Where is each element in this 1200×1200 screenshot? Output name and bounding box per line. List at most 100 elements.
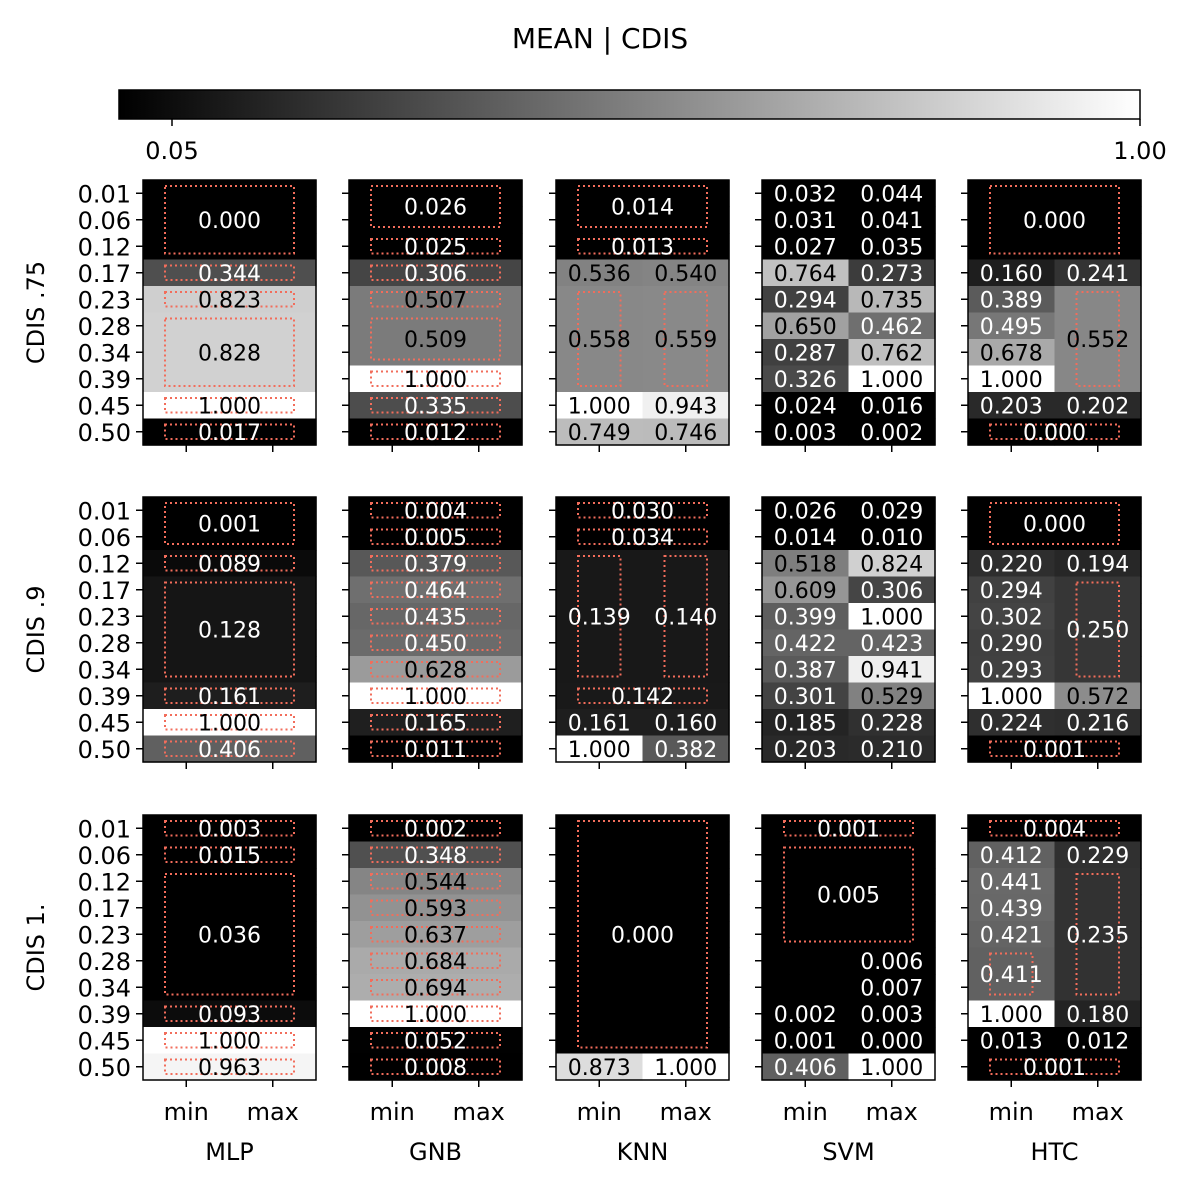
heatmap-cell xyxy=(229,180,317,208)
cell-label: 0.540 xyxy=(654,262,717,287)
heatmap-cell xyxy=(229,550,317,578)
panel-frame xyxy=(967,179,1142,446)
y-tick-label: 0.12 xyxy=(78,550,131,578)
heatmap-cell xyxy=(143,233,231,261)
heatmap-cell xyxy=(642,1027,730,1055)
y-tick-label: 0.34 xyxy=(78,974,131,1002)
cell-label: 0.089 xyxy=(198,552,261,577)
cell-label: 0.873 xyxy=(568,1056,631,1081)
cell-label: 0.002 xyxy=(774,1003,837,1028)
heatmap-cell xyxy=(556,735,644,763)
heatmap-cell xyxy=(642,709,730,737)
cell-label: 0.229 xyxy=(1066,844,1129,869)
heatmap-cell xyxy=(229,894,317,922)
cell-label: 0.128 xyxy=(198,619,261,644)
panel-frame xyxy=(555,496,730,763)
heatmap-cell xyxy=(642,497,730,525)
y-tick-label: 0.28 xyxy=(78,313,131,341)
cell-label: 1.000 xyxy=(980,685,1043,710)
heatmap-cell xyxy=(762,497,850,525)
cell-label: 0.139 xyxy=(568,605,631,630)
group-box xyxy=(370,979,501,996)
heatmap-cell xyxy=(848,735,936,763)
heatmap-cell xyxy=(1054,259,1142,287)
cell-label: 0.014 xyxy=(611,196,674,221)
heatmap-cell xyxy=(848,815,936,843)
panel-frame xyxy=(967,814,1142,1081)
heatmap-cell xyxy=(642,180,730,208)
cell-label: 1.000 xyxy=(404,685,467,710)
y-tick-label: 0.17 xyxy=(78,577,131,605)
heatmap-cell xyxy=(848,392,936,420)
heatmap-cell xyxy=(848,974,936,1002)
cell-label: 0.015 xyxy=(198,844,261,869)
heatmap-cell xyxy=(848,921,936,949)
cell-label: 0.495 xyxy=(980,315,1043,340)
group-box xyxy=(577,555,622,678)
heatmap-cell xyxy=(435,339,523,367)
colorbar xyxy=(118,89,1141,120)
cell-label: 0.000 xyxy=(1023,421,1086,446)
heatmap-cell xyxy=(229,418,317,446)
heatmap-cell xyxy=(229,709,317,737)
group-box xyxy=(783,846,914,943)
cell-label: 0.290 xyxy=(980,632,1043,657)
heatmap-cell xyxy=(349,1027,437,1055)
heatmap-cell xyxy=(435,656,523,684)
heatmap-cell xyxy=(1054,286,1142,314)
heatmap-cell xyxy=(435,497,523,525)
group-box xyxy=(164,1058,295,1075)
heatmap-cell xyxy=(349,629,437,657)
heatmap-cell xyxy=(968,312,1056,340)
heatmap-cell xyxy=(229,735,317,763)
heatmap-cell xyxy=(762,418,850,446)
heatmap-cell xyxy=(143,339,231,367)
heatmap-cell xyxy=(968,868,1056,896)
group-box xyxy=(577,502,708,519)
heatmap-cell xyxy=(556,339,644,367)
heatmap-cell xyxy=(349,868,437,896)
cell-label: 1.000 xyxy=(404,368,467,393)
panel-frame xyxy=(348,179,523,446)
cell-label: 0.609 xyxy=(774,579,837,604)
heatmap-cell xyxy=(556,629,644,657)
cell-label: 0.000 xyxy=(1023,513,1086,538)
heatmap-cell xyxy=(642,1000,730,1028)
cell-label: 0.293 xyxy=(980,658,1043,683)
group-box xyxy=(989,952,1034,996)
cell-label: 0.306 xyxy=(404,262,467,287)
heatmap-cell xyxy=(556,1053,644,1081)
heatmap-cell xyxy=(762,629,850,657)
group-box xyxy=(164,581,295,678)
heatmap-cell xyxy=(143,1053,231,1081)
cell-label: 0.294 xyxy=(980,579,1043,604)
heatmap-cell xyxy=(1054,841,1142,869)
cell-label: 0.003 xyxy=(860,1003,923,1028)
group-box xyxy=(164,846,295,863)
heatmap-cell xyxy=(848,894,936,922)
heatmap-cell xyxy=(848,1000,936,1028)
heatmap-cell xyxy=(1054,392,1142,420)
heatmap-cell xyxy=(435,523,523,551)
cell-label: 0.000 xyxy=(1023,209,1086,234)
heatmap-cell xyxy=(642,339,730,367)
heatmap-cell xyxy=(642,629,730,657)
cell-label: 0.412 xyxy=(980,844,1043,869)
heatmap-cell xyxy=(556,974,644,1002)
cell-label: 0.026 xyxy=(774,499,837,524)
heatmap-cell xyxy=(229,523,317,551)
heatmap-cell xyxy=(435,841,523,869)
heatmap-cell xyxy=(349,974,437,1002)
heatmap-cell xyxy=(556,576,644,604)
heatmap-cell xyxy=(556,921,644,949)
heatmap-cell xyxy=(435,1053,523,1081)
group-box xyxy=(370,581,501,598)
heatmap-cell xyxy=(848,259,936,287)
heatmap-cell xyxy=(762,815,850,843)
group-box xyxy=(370,528,501,545)
heatmap-cell xyxy=(848,576,936,604)
heatmap-cell xyxy=(229,312,317,340)
heatmap-cell xyxy=(968,180,1056,208)
cell-label: 0.216 xyxy=(1066,711,1129,736)
